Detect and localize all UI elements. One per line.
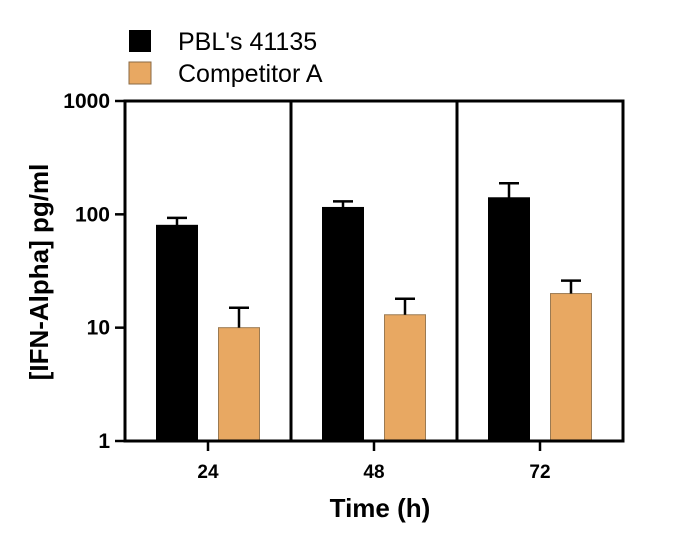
y-axis-title: [IFN-Alpha] pg/ml (24, 164, 54, 381)
legend-label-competitor: Competitor A (178, 60, 323, 88)
plot-frame (123, 99, 625, 443)
bar (550, 293, 592, 442)
bar (384, 314, 426, 442)
bar (488, 197, 530, 442)
y-axis: 1 10 100 1000 (63, 90, 125, 453)
bars (156, 182, 592, 442)
x-tick-label: 48 (363, 462, 384, 483)
legend-swatch-competitor (128, 61, 152, 85)
bar (322, 206, 364, 442)
y-tick-label: 100 (75, 203, 110, 226)
plot-border (123, 99, 625, 443)
bar (218, 327, 260, 442)
bar (156, 224, 198, 442)
x-axis: 24 48 72 (197, 441, 551, 483)
legend-swatch-pbl (129, 30, 151, 52)
y-tick-label: 1 (98, 430, 110, 453)
x-axis-title: Time (h) (330, 493, 431, 523)
y-tick-label: 1000 (63, 90, 110, 113)
x-tick-label: 24 (197, 462, 219, 483)
legend-label-pbl: PBL's 41135 (178, 28, 317, 56)
x-tick-label: 72 (529, 462, 550, 483)
legend: PBL's 41135 Competitor A (128, 28, 323, 88)
y-tick-label: 10 (87, 317, 110, 340)
